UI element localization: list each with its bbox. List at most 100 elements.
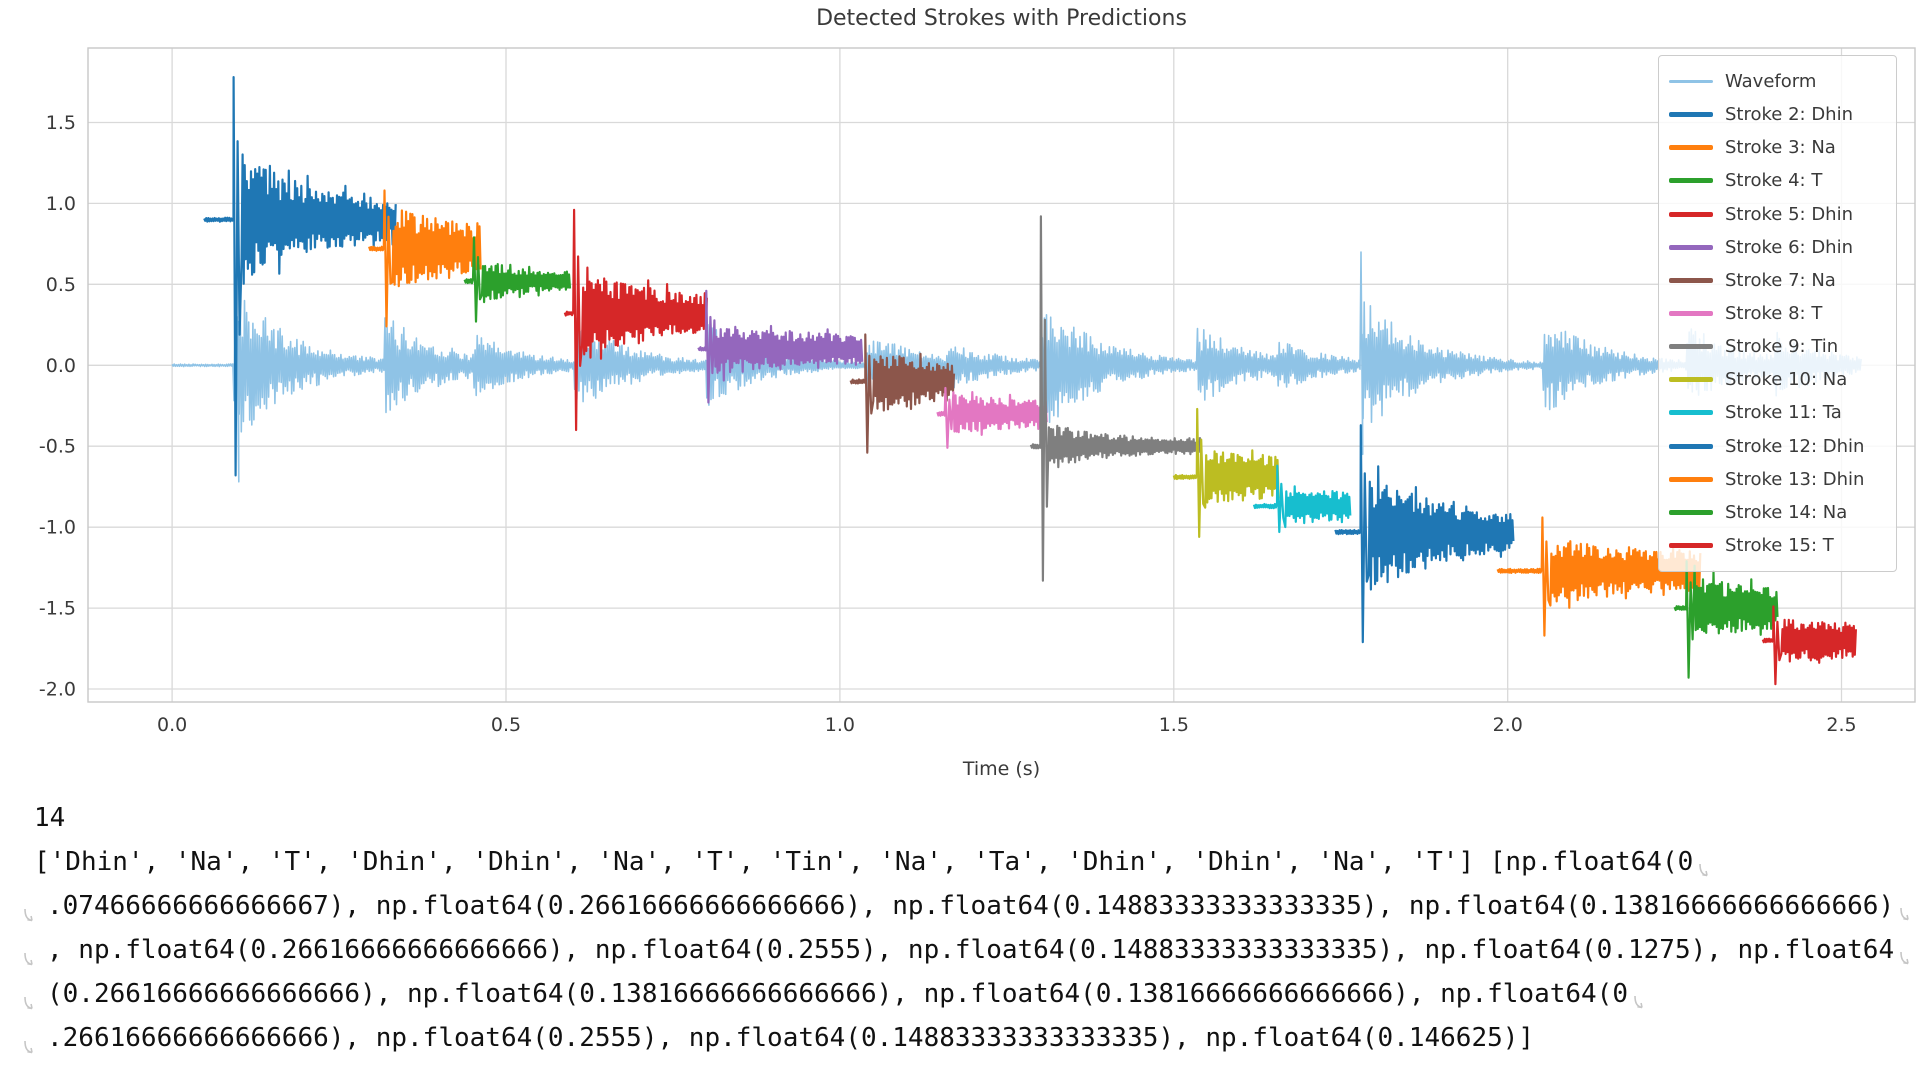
- legend-label: Stroke 8: T: [1725, 302, 1823, 324]
- legend-item: Stroke 5: Dhin: [1669, 198, 1886, 231]
- legend-item: Stroke 9: Tin: [1669, 330, 1886, 363]
- legend-swatch: [1669, 178, 1713, 184]
- y-tick-label: -0.5: [39, 436, 76, 458]
- x-axis-label: Time (s): [962, 758, 1041, 780]
- output-line-text: .26616666666666666), np.float64(0.2555),…: [47, 1023, 1535, 1053]
- legend-swatch: [1669, 244, 1713, 250]
- line-wrap-arrow-icon: [1897, 936, 1911, 965]
- legend-label: Stroke 15: T: [1725, 534, 1834, 556]
- stroke-segment-line: [1252, 464, 1352, 534]
- output-line-text: (0.26616666666666666), np.float64(0.1381…: [47, 979, 1628, 1009]
- output-line: ['Dhin', 'Na', 'T', 'Dhin', 'Dhin', 'Na'…: [34, 840, 1924, 884]
- stroke-segment-line: [563, 208, 708, 432]
- line-wrap-arrow-icon: [1631, 980, 1645, 1009]
- output-line-text: ['Dhin', 'Na', 'T', 'Dhin', 'Dhin', 'Na'…: [34, 847, 1694, 877]
- plot-border: [87, 47, 1916, 703]
- cell-output: 14 ['Dhin', 'Na', 'T', 'Dhin', 'Dhin', '…: [24, 796, 1924, 1060]
- legend-label: Stroke 3: Na: [1725, 137, 1836, 159]
- stroke-segment-line: [1172, 407, 1280, 539]
- line-wrap-arrow-icon: [1897, 892, 1911, 921]
- legend-item: Stroke 13: Dhin: [1669, 463, 1886, 496]
- stroke-segment-line: [1334, 424, 1515, 644]
- stroke-segment-line: [697, 289, 864, 404]
- x-tick-label: 2.0: [1493, 714, 1523, 736]
- output-line: .07466666666666667), np.float64(0.266166…: [24, 884, 1924, 928]
- chart-title: Detected Strokes with Predictions: [816, 6, 1187, 31]
- x-tick-label: 0.0: [157, 714, 187, 736]
- legend-item: Stroke 2: Dhin: [1669, 98, 1886, 131]
- legend-item: Stroke 4: T: [1669, 164, 1886, 197]
- legend-label: Stroke 14: Na: [1725, 501, 1848, 523]
- stroke-segment-line: [1029, 215, 1201, 582]
- output-line-text: .07466666666666667), np.float64(0.266166…: [47, 891, 1895, 921]
- waveform-line: [171, 251, 1862, 483]
- y-tick-label: 0.5: [46, 274, 76, 296]
- legend-swatch: [1669, 80, 1713, 83]
- legend-swatch: [1669, 542, 1713, 548]
- y-tick-label: 0.0: [46, 355, 76, 377]
- legend-label: Stroke 12: Dhin: [1725, 435, 1865, 457]
- legend-item: Stroke 14: Na: [1669, 496, 1886, 529]
- legend-swatch: [1669, 476, 1713, 482]
- line-wrap-arrow-icon: [21, 937, 35, 966]
- legend-swatch: [1669, 310, 1713, 316]
- stroke-segment-line: [1761, 605, 1857, 686]
- line-wrap-arrow-icon: [21, 981, 35, 1010]
- output-count: 14: [34, 803, 66, 833]
- legend-label: Stroke 7: Na: [1725, 269, 1836, 291]
- legend-item: Stroke 3: Na: [1669, 131, 1886, 164]
- stroke-segment-line: [463, 236, 572, 323]
- legend-swatch: [1669, 112, 1713, 118]
- legend-swatch: [1669, 344, 1713, 350]
- output-lines: ['Dhin', 'Na', 'T', 'Dhin', 'Dhin', 'Na'…: [24, 840, 1924, 1060]
- legend-label: Waveform: [1725, 71, 1817, 92]
- legend-label: Stroke 4: T: [1725, 170, 1823, 192]
- x-tick-label: 2.5: [1826, 714, 1856, 736]
- figure: Detected Strokes with Predictions 0.0 0.5…: [38, 6, 1916, 780]
- legend: Waveform Stroke 2: Dhin Stroke 3: Na Stroke…: [1658, 55, 1897, 572]
- line-wrap-arrow-icon: [21, 893, 35, 922]
- legend-swatch: [1669, 509, 1713, 515]
- y-tick-label: -1.5: [39, 598, 76, 620]
- legend-item: Stroke 8: T: [1669, 297, 1886, 330]
- stroke-segment-line: [849, 333, 956, 454]
- y-tick-label: 1.5: [46, 112, 76, 134]
- y-tick-label: -1.0: [39, 517, 76, 539]
- legend-label: Stroke 6: Dhin: [1725, 236, 1853, 258]
- x-tick-label: 0.5: [491, 714, 521, 736]
- stroke-segment-line: [936, 386, 1048, 449]
- legend-swatch: [1669, 377, 1713, 383]
- output-line: .26616666666666666), np.float64(0.2555),…: [24, 1016, 1924, 1060]
- line-wrap-arrow-icon: [1696, 848, 1710, 877]
- legend-item: Stroke 6: Dhin: [1669, 231, 1886, 264]
- legend-swatch: [1669, 410, 1713, 416]
- legend-label: Stroke 13: Dhin: [1725, 468, 1865, 490]
- legend-swatch: [1669, 145, 1713, 151]
- waveform-chart: 0.0 0.5 1.0 1.5 2.0 2.5 1.5 1.0 0.5 0.0 -0.5 -1.0 -1…: [39, 47, 1916, 736]
- legend-label: Stroke 5: Dhin: [1725, 203, 1853, 225]
- legend-label: Stroke 9: Tin: [1725, 336, 1839, 358]
- stroke-segment-line: [1673, 560, 1779, 679]
- x-tick-label: 1.5: [1159, 714, 1189, 736]
- legend-item: Stroke 12: Dhin: [1669, 430, 1886, 463]
- line-wrap-arrow-icon: [21, 1025, 35, 1054]
- legend-item: Waveform: [1669, 65, 1886, 98]
- legend-item: Stroke 11: Ta: [1669, 396, 1886, 429]
- output-line: , np.float64(0.26616666666666666), np.fl…: [24, 928, 1924, 972]
- legend-swatch: [1669, 443, 1713, 449]
- legend-swatch: [1669, 277, 1713, 283]
- legend-item: Stroke 15: T: [1669, 529, 1886, 562]
- legend-label: Stroke 11: Ta: [1725, 402, 1842, 424]
- legend-item: Stroke 10: Na: [1669, 363, 1886, 396]
- legend-label: Stroke 10: Na: [1725, 369, 1848, 391]
- legend-swatch: [1669, 211, 1713, 217]
- legend-label: Stroke 2: Dhin: [1725, 104, 1853, 126]
- output-line-text: , np.float64(0.26616666666666666), np.fl…: [47, 935, 1895, 965]
- legend-item: Stroke 7: Na: [1669, 264, 1886, 297]
- y-tick-label: -2.0: [39, 679, 76, 701]
- x-tick-label: 1.0: [825, 714, 855, 736]
- output-line: (0.26616666666666666), np.float64(0.1381…: [24, 972, 1924, 1016]
- y-tick-label: 1.0: [46, 193, 76, 215]
- stroke-segment-line: [368, 189, 482, 328]
- stroke-segment-line: [203, 75, 397, 477]
